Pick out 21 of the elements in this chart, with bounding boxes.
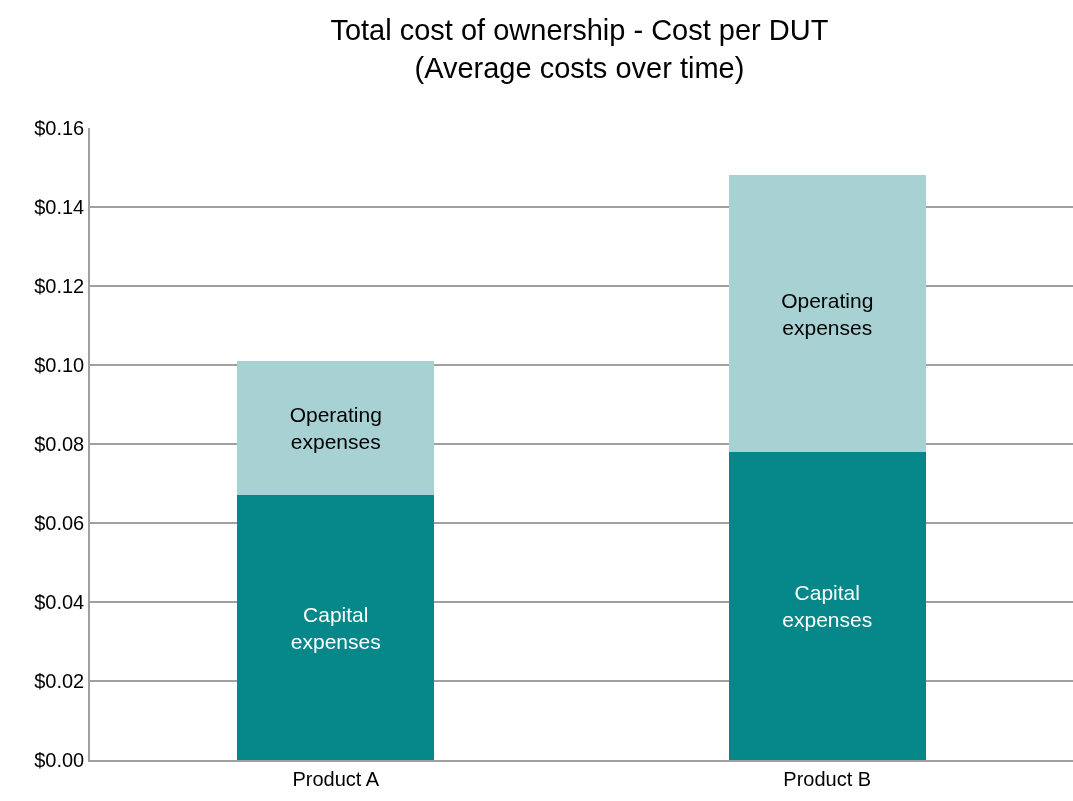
y-tick-label: $0.14 (34, 196, 85, 218)
y-tick-label: $0.06 (34, 512, 85, 534)
y-tick-label: $0.16 (34, 117, 85, 139)
y-tick-label: $0.12 (34, 275, 85, 297)
text: Capital expenses (290, 602, 381, 653)
y-tick-label: $0.08 (34, 433, 85, 455)
bar (237, 495, 435, 760)
chart-subtitle: (Average costs over time) (414, 51, 745, 84)
series-label: Capital expenses (782, 580, 873, 632)
bar (728, 451, 926, 760)
bar (728, 175, 926, 452)
y-tick-label: $0.02 (34, 670, 85, 692)
y-tick-label: $0.00 (34, 749, 85, 771)
bar (237, 361, 435, 496)
text: Operating expenses (781, 288, 874, 339)
y-tick-label: $0.04 (34, 591, 85, 613)
x-tick-label: Product A (292, 767, 380, 790)
x-tick-label: Product B (783, 767, 872, 790)
series-label: Operating expenses (289, 403, 382, 454)
chart-title: Total cost of ownership - Cost per DUT (330, 14, 829, 47)
y-tick-label: $0.10 (34, 354, 85, 376)
